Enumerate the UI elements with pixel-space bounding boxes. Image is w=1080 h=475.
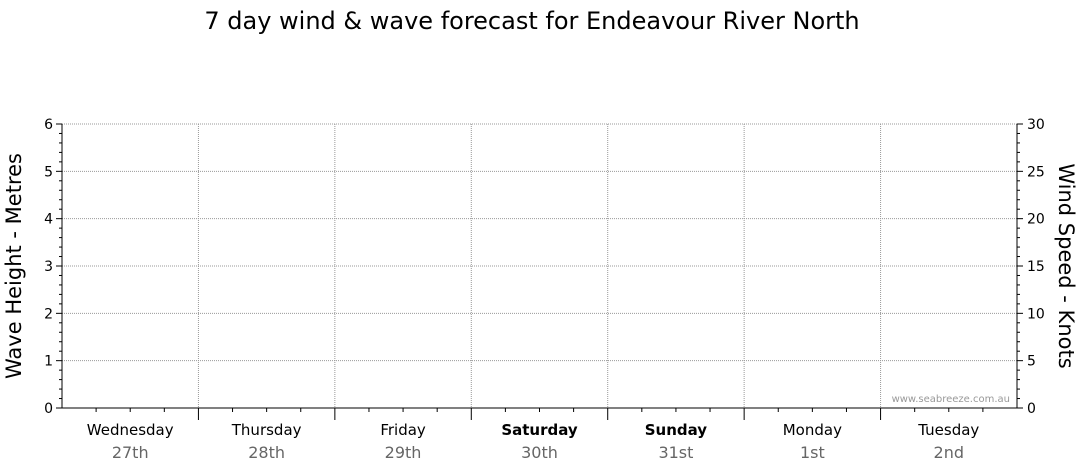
right-tick-label: 20 bbox=[1027, 212, 1045, 228]
left-tick-label: 3 bbox=[44, 259, 53, 275]
right-tick-label: 30 bbox=[1027, 117, 1045, 133]
right-tick-label: 15 bbox=[1027, 259, 1045, 275]
right-tick-label: 0 bbox=[1027, 401, 1036, 417]
day-date-label: 1st bbox=[800, 443, 825, 462]
left-tick-label: 4 bbox=[44, 212, 53, 228]
left-tick-label: 2 bbox=[44, 306, 53, 322]
y-axis-right-title: Wind Speed - Knots bbox=[1054, 163, 1078, 368]
day-date-label: 30th bbox=[521, 443, 558, 462]
day-name-label: Saturday bbox=[501, 421, 578, 439]
day-date-label: 27th bbox=[112, 443, 149, 462]
day-name-label: Thursday bbox=[231, 421, 302, 439]
left-tick-label: 0 bbox=[44, 401, 53, 417]
day-name-label: Tuesday bbox=[917, 421, 979, 439]
y-axis-left-title: Wave Height - Metres bbox=[2, 153, 26, 379]
left-tick-label: 1 bbox=[44, 354, 53, 370]
right-tick-label: 10 bbox=[1027, 306, 1045, 322]
day-name-label: Friday bbox=[380, 421, 426, 439]
axes bbox=[56, 123, 1023, 420]
grid bbox=[62, 123, 1017, 408]
tick-labels: 0 1 2 3 4 5 6 0 5 10 15 20 25 30 Wednesday 27th Thursday… bbox=[44, 117, 1045, 462]
left-tick-label: 5 bbox=[44, 164, 53, 180]
day-date-label: 31st bbox=[658, 443, 693, 462]
day-date-label: 29th bbox=[385, 443, 422, 462]
day-name-label: Sunday bbox=[645, 421, 708, 439]
left-tick-label: 6 bbox=[44, 117, 53, 133]
right-tick-label: 5 bbox=[1027, 354, 1036, 370]
day-date-label: 2nd bbox=[934, 443, 964, 462]
chart-title: 7 day wind & wave forecast for Endeavour… bbox=[204, 7, 859, 35]
right-tick-label: 25 bbox=[1027, 164, 1045, 180]
watermark: www.seabreeze.com.au bbox=[892, 394, 1010, 405]
day-date-label: 28th bbox=[248, 443, 285, 462]
day-name-label: Monday bbox=[783, 421, 842, 439]
day-name-label: Wednesday bbox=[87, 421, 174, 439]
